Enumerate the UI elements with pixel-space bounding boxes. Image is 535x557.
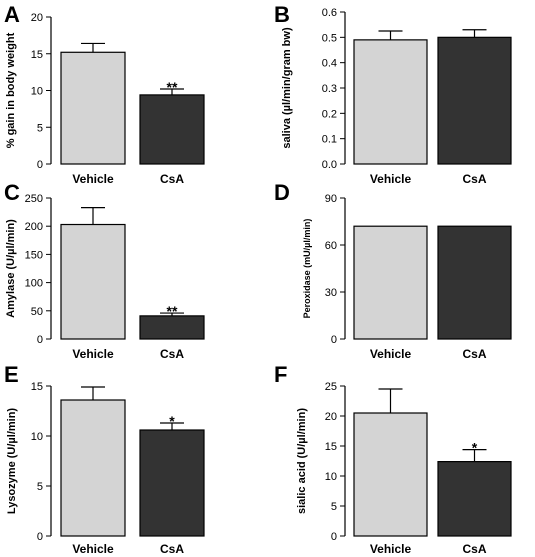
y-tick-label: 0.4 [322, 58, 337, 70]
bar-csa [139, 315, 205, 340]
y-tick-label: 0 [331, 531, 337, 543]
y-tick-label: 0 [37, 334, 43, 346]
significance-marker: * [169, 413, 175, 429]
y-tick-label: 5 [331, 501, 337, 513]
y-axis-label: sialic acid (U/µl/min) [296, 408, 308, 514]
y-tick-label: 0.0 [322, 159, 337, 171]
y-tick-label: 5 [37, 122, 43, 134]
x-tick-label: Vehicle [370, 347, 412, 361]
y-tick-label: 10 [325, 471, 337, 483]
panel-letter: C [4, 180, 20, 205]
x-tick-label: Vehicle [370, 542, 412, 556]
chart-panel-b: B 0.0 0.1 0.2 0.3 0.4 0.5 0.6 Vehicle CsA saliva (… [274, 2, 512, 186]
y-tick-label: 20 [325, 411, 337, 423]
bar-csa [139, 429, 205, 537]
y-tick-label: 5 [37, 481, 43, 493]
y-tick-label: 100 [25, 278, 43, 290]
y-axis-label: Peroxidase (mU/µl/min) [302, 219, 312, 319]
bar-vehicle [60, 51, 126, 165]
chart-panel-e: E 0 5 10 15 Vehicle * CsA Lysozyme (U/µl/min) [4, 362, 205, 556]
y-tick-label: 0.2 [322, 108, 337, 120]
y-tick-label: 60 [325, 240, 337, 252]
chart-panel-c: C 0 50 100 150 200 250 Vehicle ** CsA Amylase (U/µ… [4, 180, 205, 361]
x-tick-label: Vehicle [72, 542, 114, 556]
significance-marker: * [472, 440, 478, 456]
y-tick-label: 10 [31, 431, 43, 443]
x-tick-label: CsA [462, 542, 486, 556]
significance-marker: ** [167, 303, 178, 319]
x-tick-label: CsA [462, 172, 486, 186]
y-axis-label: saliva (µl/min/gram bw) [281, 27, 293, 149]
y-tick-label: 0.1 [322, 134, 337, 146]
x-tick-label: CsA [160, 347, 184, 361]
x-tick-label: CsA [462, 347, 486, 361]
bar-vehicle [353, 412, 428, 537]
x-tick-label: CsA [160, 172, 184, 186]
chart-panel-a: A 0 5 10 15 20 Vehicle ** CsA % gain in body weig… [4, 2, 205, 186]
y-tick-label: 20 [31, 12, 43, 24]
y-tick-label: 0.5 [322, 32, 337, 44]
y-tick-label: 15 [325, 441, 337, 453]
y-tick-label: 0 [37, 159, 43, 171]
y-tick-label: 250 [25, 193, 43, 205]
y-tick-label: 15 [31, 49, 43, 61]
bar-csa [437, 225, 512, 340]
y-axis-label: % gain in body weight [5, 32, 17, 148]
bar-vehicle [353, 225, 428, 340]
y-tick-label: 0 [331, 334, 337, 346]
y-tick-label: 10 [31, 86, 43, 98]
y-axis-label: Lysozyme (U/µl/min) [6, 408, 18, 515]
y-tick-label: 0.3 [322, 83, 337, 95]
panel-letter: B [274, 2, 290, 27]
bar-csa [437, 461, 512, 537]
y-tick-label: 0.6 [322, 7, 337, 19]
y-tick-label: 15 [31, 381, 43, 393]
panel-letter: E [4, 362, 19, 387]
y-tick-label: 25 [325, 381, 337, 393]
bar-csa [437, 36, 512, 165]
chart-panel-d: D 0 30 60 90 Vehicle CsA Peroxidase (mU/µl/min) [274, 180, 512, 361]
bar-vehicle [353, 39, 428, 165]
x-tick-label: Vehicle [72, 347, 114, 361]
x-tick-label: Vehicle [370, 172, 412, 186]
y-tick-label: 150 [25, 249, 43, 261]
y-tick-label: 50 [31, 306, 43, 318]
panel-letter: F [274, 362, 287, 387]
bar-vehicle [60, 223, 126, 340]
y-axis-label: Amylase (U/µl/min) [5, 219, 17, 318]
y-tick-label: 90 [325, 193, 337, 205]
significance-marker: ** [167, 79, 178, 95]
y-tick-label: 0 [37, 531, 43, 543]
y-tick-label: 30 [325, 287, 337, 299]
chart-panel-f: F 0 5 10 15 20 25 Vehicle * CsA sialic acid (U/µl/… [274, 362, 512, 556]
panel-letter: D [274, 180, 290, 205]
y-tick-label: 200 [25, 221, 43, 233]
x-tick-label: Vehicle [72, 172, 114, 186]
bar-vehicle [60, 399, 126, 537]
panel-letter: A [4, 2, 20, 27]
bar-csa [139, 94, 205, 165]
x-tick-label: CsA [160, 542, 184, 556]
